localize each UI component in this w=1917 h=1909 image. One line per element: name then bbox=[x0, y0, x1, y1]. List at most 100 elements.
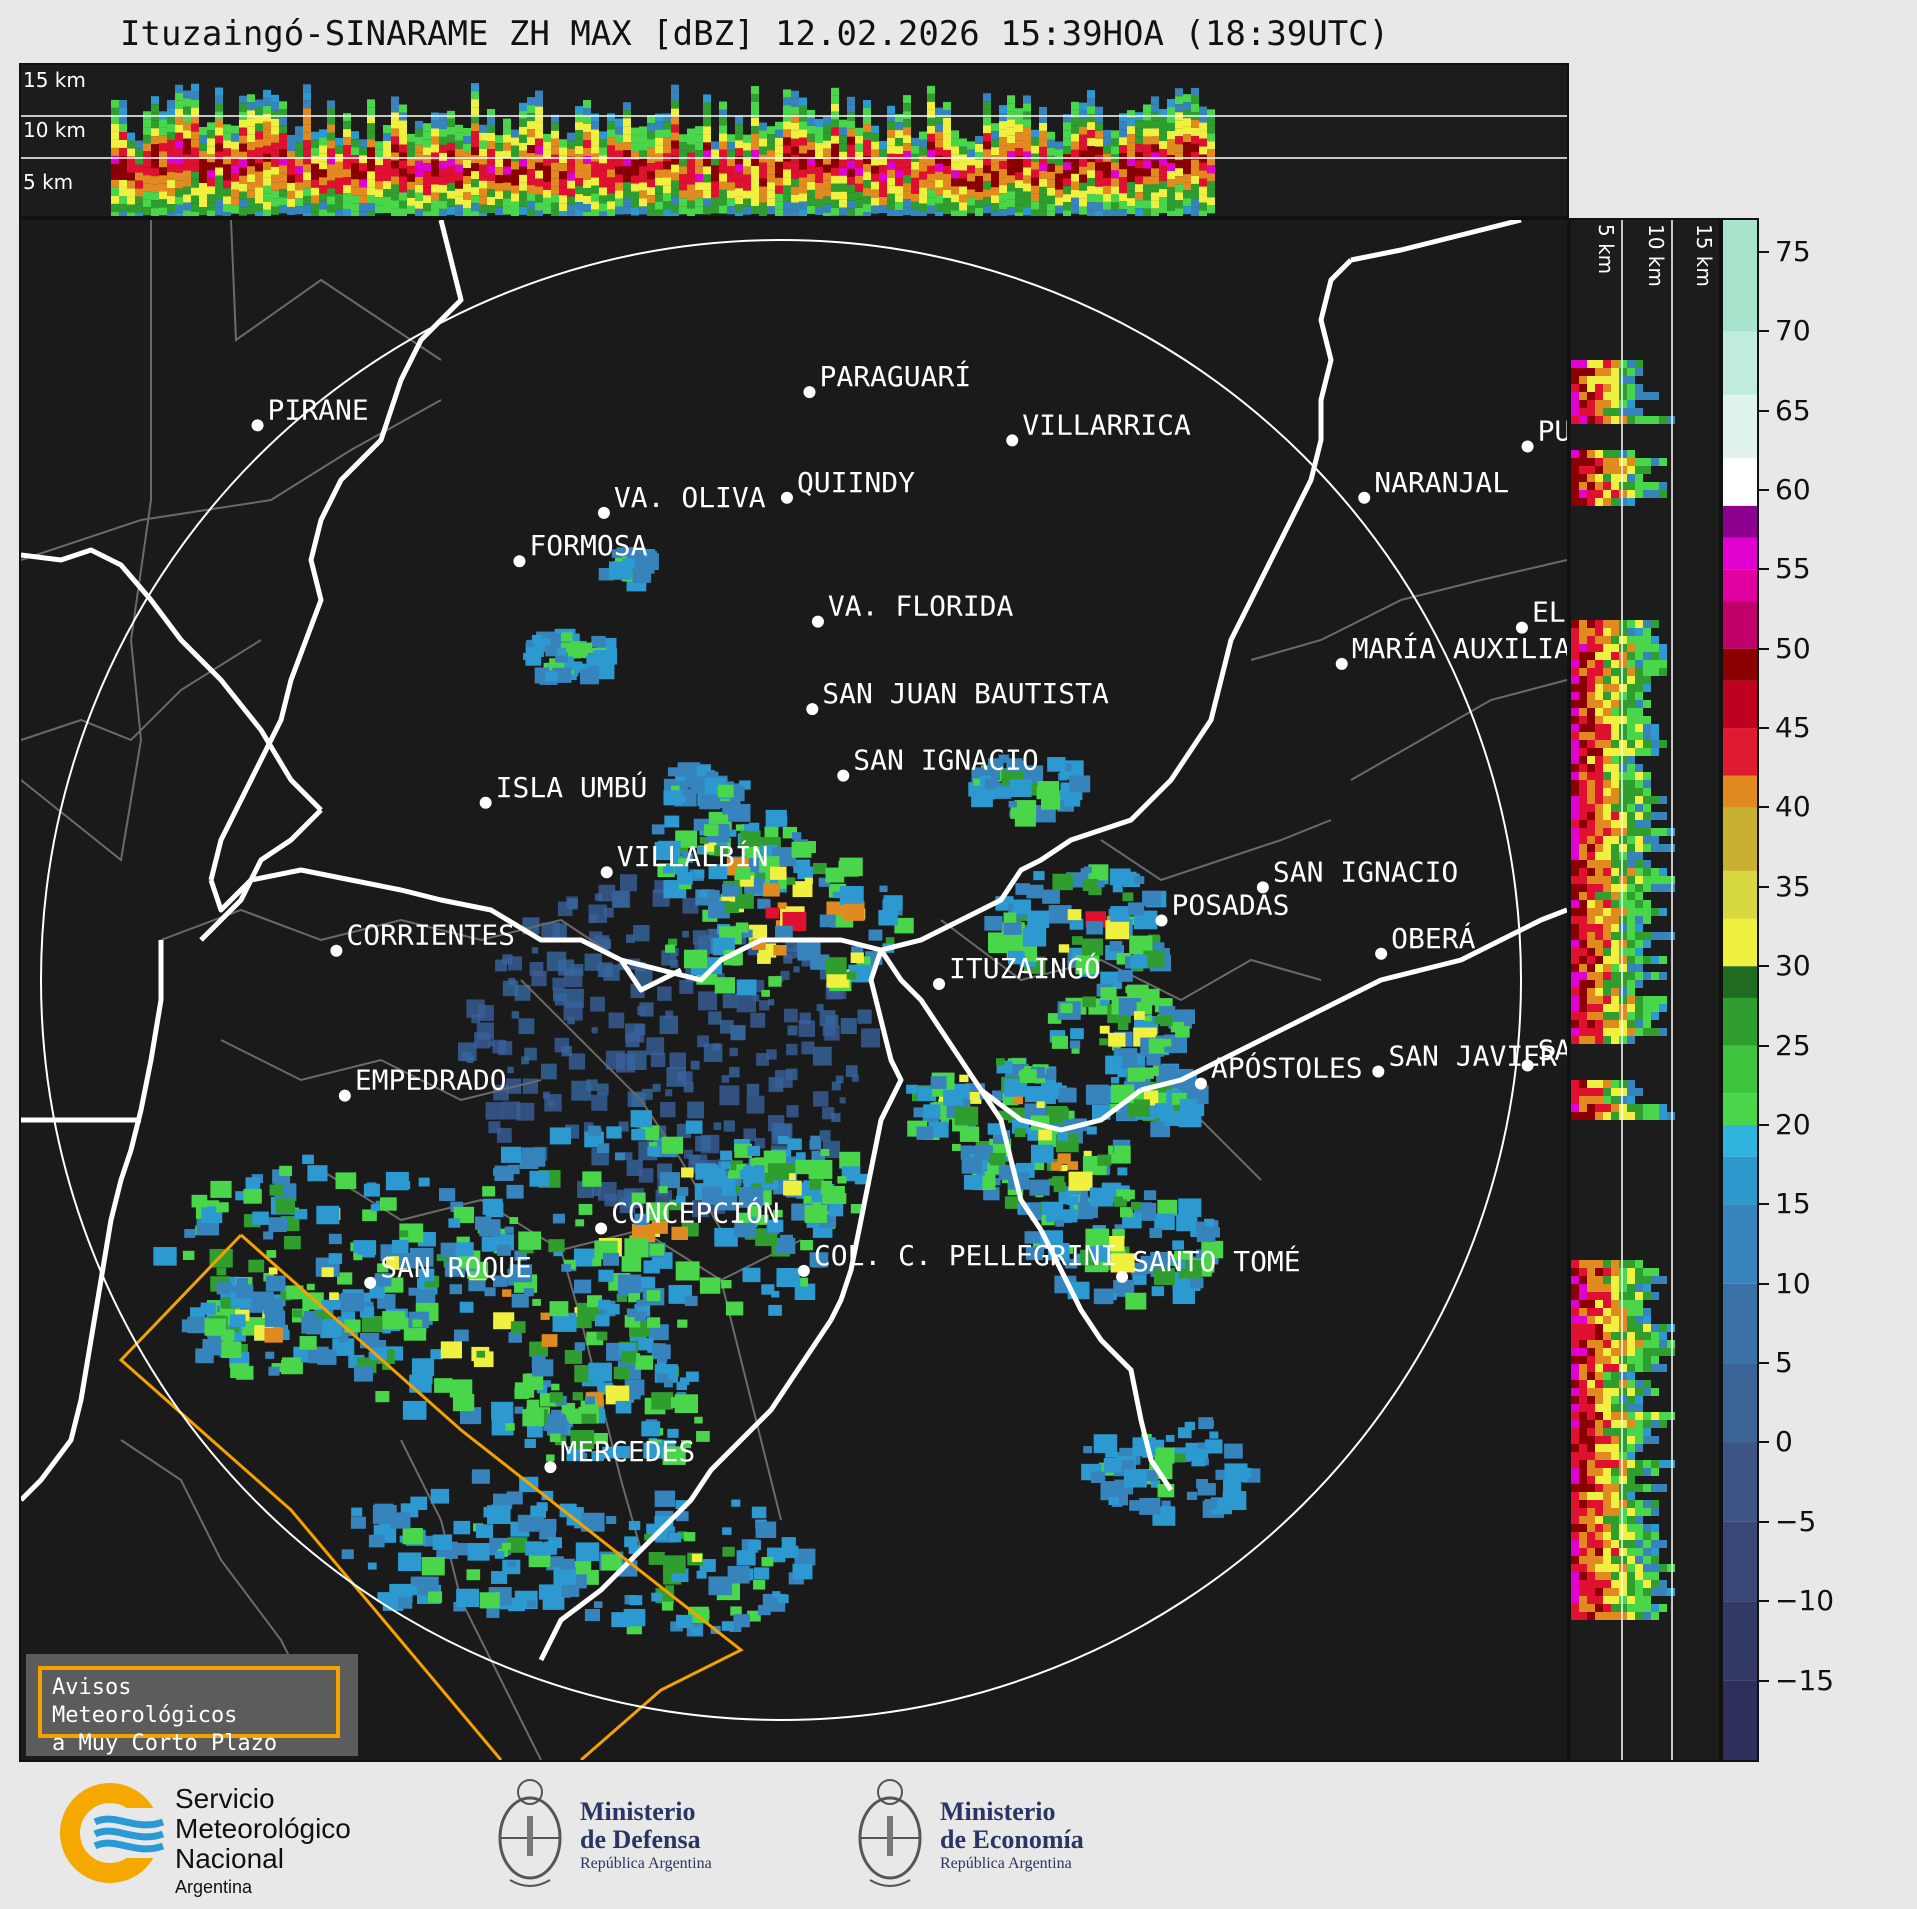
city-marker[interactable] bbox=[1006, 434, 1019, 447]
cross-section-echo bbox=[1603, 1524, 1611, 1532]
radar-echo bbox=[783, 1545, 799, 1559]
city-marker[interactable] bbox=[806, 703, 819, 716]
city-marker[interactable] bbox=[1335, 657, 1348, 670]
radar-echo bbox=[359, 1306, 375, 1318]
city-marker[interactable] bbox=[837, 769, 850, 782]
cross-section-echo bbox=[1571, 916, 1579, 924]
cross-section-echo bbox=[1619, 732, 1627, 740]
cross-section-echo bbox=[1619, 860, 1627, 868]
cross-section-echo bbox=[591, 169, 599, 178]
city-marker[interactable] bbox=[1515, 621, 1528, 634]
cross-section-echo bbox=[1127, 110, 1135, 119]
city-marker[interactable] bbox=[1521, 440, 1534, 453]
city-marker[interactable] bbox=[1372, 1065, 1385, 1078]
clutter-pixel bbox=[659, 1015, 679, 1035]
city-marker[interactable] bbox=[479, 796, 492, 809]
cross-section-echo bbox=[519, 150, 527, 159]
city-marker[interactable] bbox=[1155, 914, 1168, 927]
city-marker[interactable] bbox=[1375, 947, 1388, 960]
cross-section-echo bbox=[1619, 1348, 1627, 1356]
city-marker[interactable] bbox=[600, 866, 613, 879]
cross-section-echo bbox=[1595, 1588, 1603, 1596]
cross-section-echo bbox=[655, 169, 663, 178]
city-marker[interactable] bbox=[251, 419, 264, 432]
cross-section-echo bbox=[1643, 772, 1651, 780]
cross-section-echo bbox=[1619, 1492, 1627, 1500]
cross-section-echo bbox=[399, 168, 407, 177]
cross-section-echo bbox=[1587, 924, 1595, 932]
radar-echo bbox=[507, 1560, 516, 1568]
cross-section-echo bbox=[1595, 1324, 1603, 1332]
radar-echo bbox=[1003, 912, 1017, 923]
radar-echo bbox=[777, 1594, 789, 1604]
radar-echo bbox=[995, 1058, 1005, 1066]
cross-section-echo bbox=[1587, 1548, 1595, 1556]
cross-section-echo bbox=[159, 119, 167, 128]
cross-section-echo bbox=[1627, 900, 1635, 908]
cross-section-echo bbox=[1571, 988, 1579, 996]
cross-section-echo bbox=[1167, 170, 1175, 179]
city-marker[interactable] bbox=[933, 977, 946, 990]
cross-section-echo bbox=[703, 190, 711, 199]
city-marker[interactable] bbox=[797, 1264, 810, 1277]
cross-section-echo bbox=[1635, 408, 1643, 416]
city-marker[interactable] bbox=[1521, 1059, 1534, 1072]
radar-echo bbox=[592, 1258, 602, 1267]
cross-section-echo bbox=[327, 116, 335, 125]
cross-section-echo bbox=[1643, 780, 1651, 788]
city-marker[interactable] bbox=[595, 1222, 608, 1235]
radar-echo bbox=[979, 786, 996, 800]
city-marker[interactable] bbox=[803, 386, 816, 399]
city-marker[interactable] bbox=[597, 506, 610, 519]
cross-section-echo bbox=[871, 197, 879, 206]
radar-echo bbox=[1105, 920, 1130, 940]
cross-section-echo bbox=[1579, 416, 1587, 424]
cross-section-echo bbox=[1587, 1484, 1595, 1492]
cross-section-echo bbox=[1579, 1364, 1587, 1372]
cross-section-echo bbox=[431, 160, 439, 169]
cross-section-echo bbox=[1611, 1316, 1619, 1324]
city-marker[interactable] bbox=[1194, 1077, 1207, 1090]
cross-section-echo bbox=[1595, 852, 1603, 860]
city-marker[interactable] bbox=[364, 1276, 377, 1289]
city-marker[interactable] bbox=[1116, 1270, 1129, 1283]
city-marker[interactable] bbox=[811, 615, 824, 628]
cross-section-echo bbox=[1207, 173, 1215, 182]
cross-section-echo bbox=[711, 157, 719, 166]
cross-section-echo bbox=[847, 200, 855, 209]
city-marker[interactable] bbox=[330, 944, 343, 957]
cross-section-echo bbox=[1619, 620, 1627, 628]
city-marker[interactable] bbox=[1358, 491, 1371, 504]
radar-echo bbox=[722, 1546, 735, 1557]
cross-section-echo bbox=[1579, 908, 1587, 916]
cross-section-echo bbox=[383, 133, 391, 142]
city-marker[interactable] bbox=[513, 555, 526, 568]
cross-section-echo bbox=[167, 156, 175, 165]
cross-section-echo bbox=[1619, 892, 1627, 900]
city-marker[interactable] bbox=[544, 1461, 557, 1474]
cross-section-echo bbox=[1603, 1096, 1611, 1104]
radar-echo bbox=[1083, 1446, 1093, 1454]
cross-section-echo bbox=[1643, 716, 1651, 724]
cross-section-echo bbox=[287, 190, 295, 199]
cross-section-echo bbox=[1127, 134, 1135, 143]
cross-section-echo bbox=[111, 187, 119, 196]
cross-section-echo bbox=[279, 189, 287, 198]
city-marker[interactable] bbox=[1256, 881, 1269, 894]
cross-section-echo bbox=[1611, 1476, 1619, 1484]
radar-echo bbox=[450, 1201, 464, 1212]
radar-map[interactable]: PIRANE PARAGUARÍ VILLARRICA VA. OLIVA QUIIND… bbox=[19, 218, 1569, 1762]
cross-section-echo bbox=[1039, 154, 1047, 163]
cross-section-echo bbox=[1175, 128, 1183, 137]
radar-echo bbox=[265, 1351, 275, 1359]
radar-echo bbox=[1013, 1096, 1023, 1105]
cross-section-echo bbox=[439, 208, 447, 216]
clutter-pixel bbox=[723, 1120, 735, 1132]
city-marker[interactable] bbox=[780, 491, 793, 504]
cross-section-echo bbox=[1167, 202, 1175, 211]
cross-section-echo bbox=[463, 191, 471, 200]
radar-echo bbox=[1046, 1105, 1068, 1123]
city-marker[interactable] bbox=[338, 1089, 351, 1102]
cross-section-echo bbox=[623, 198, 631, 207]
